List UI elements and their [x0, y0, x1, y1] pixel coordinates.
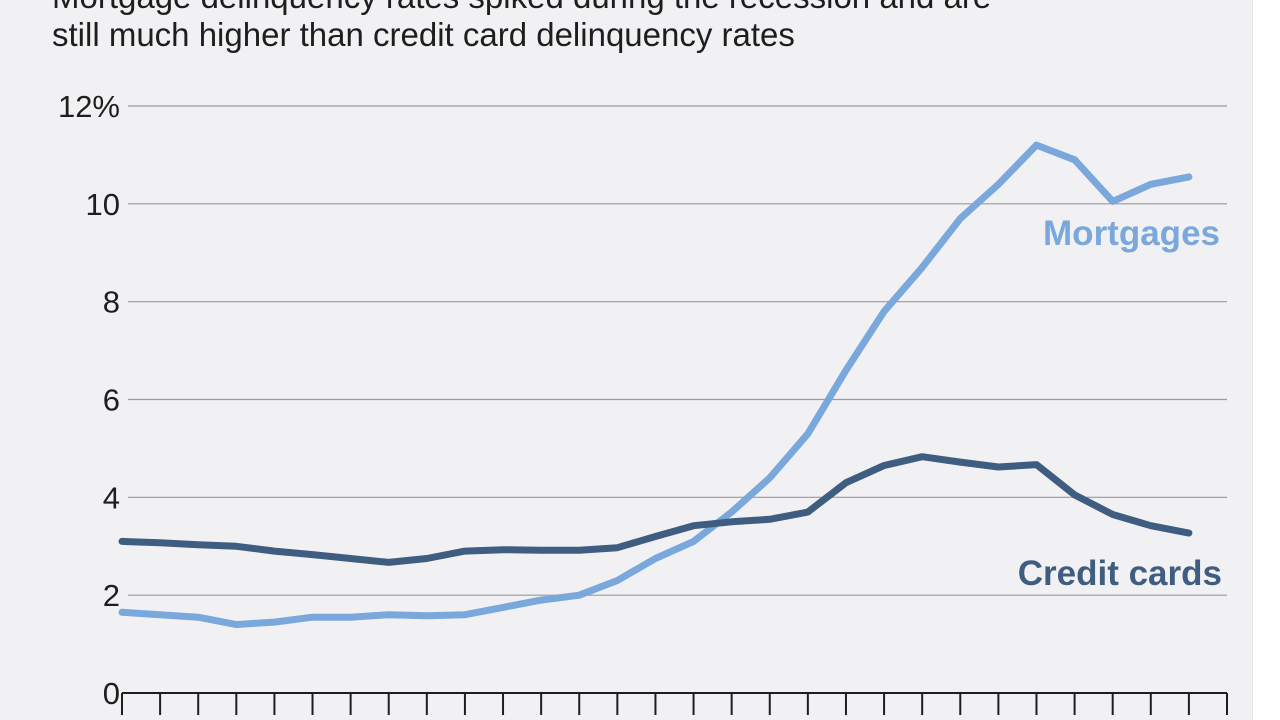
chart-panel: Mortgage delinquency rates spiked during…	[0, 0, 1253, 720]
series-label-mortgages: Mortgages	[1043, 214, 1220, 253]
y-tick-label-12: 12%	[58, 89, 120, 124]
y-tick-label-4: 4	[103, 480, 120, 515]
y-tick-label-8: 8	[103, 285, 120, 320]
series-line-mortgages	[118, 141, 1193, 628]
chart-title-line-1: Mortgage delinquency rates spiked during…	[52, 0, 991, 16]
series-label-credit-cards: Credit cards	[1018, 554, 1222, 593]
series-line-credit-cards	[118, 453, 1193, 566]
y-tick-label-2: 2	[103, 578, 120, 613]
line-chart: 0 2 4 6 8 10 12% Mortgages Credit cards	[58, 89, 1228, 715]
y-tick-label-6: 6	[103, 383, 120, 418]
y-tick-label-10: 10	[86, 187, 120, 222]
chart-title-line-2: still much higher than credit card delin…	[52, 16, 795, 53]
y-tick-label-0: 0	[103, 676, 120, 711]
